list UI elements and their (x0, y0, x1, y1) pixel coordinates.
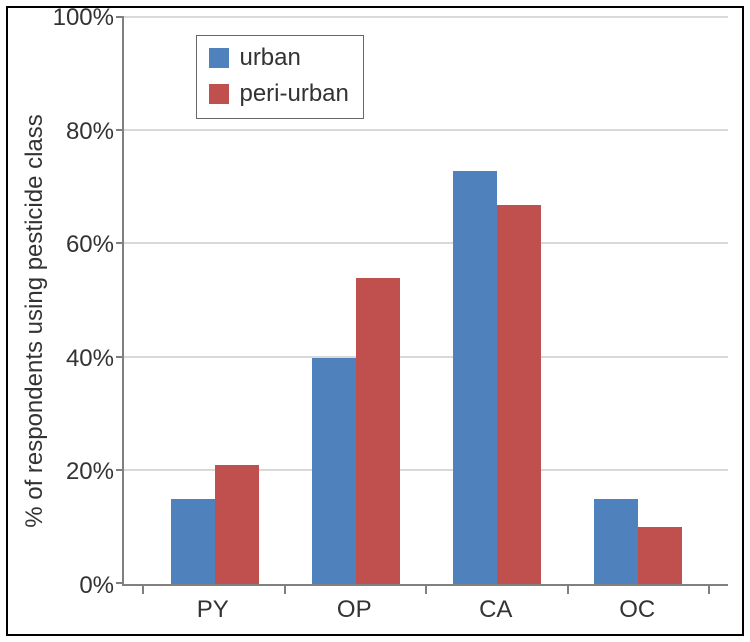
y-tick-label: 20% (66, 458, 114, 486)
bar-peri-urban (215, 465, 259, 584)
plot-area: urban peri-urban (122, 18, 728, 586)
chart-column: 0%20%40%60%80%100% urbanperi-urban PYOPC… (52, 18, 728, 624)
x-tick-mark (567, 586, 569, 594)
bar-urban (453, 171, 497, 584)
x-axis-tick-area: PYOPCAOC (122, 586, 728, 624)
x-tick-mark (425, 586, 427, 594)
y-tick-mark (116, 469, 124, 471)
x-tick-mark (284, 586, 286, 594)
chart-container: % of respondents using pesticide class 0… (0, 0, 750, 642)
bar-group (567, 18, 708, 584)
y-tick-label: 0% (79, 572, 114, 600)
legend-label: urban (239, 44, 300, 72)
x-axis-tick-marks (122, 586, 728, 594)
bar-peri-urban (638, 527, 682, 584)
bar-urban (312, 358, 356, 584)
y-tick-label: 80% (66, 118, 114, 146)
x-tick-label: OP (284, 596, 426, 624)
y-tick-label: 60% (66, 231, 114, 259)
legend: urban peri-urban (196, 35, 363, 119)
bar-group (426, 18, 567, 584)
legend-label: peri-urban (239, 80, 348, 108)
y-axis-ticks: 0%20%40%60%80%100% (52, 18, 122, 586)
y-tick-mark (116, 582, 124, 584)
legend-swatch (209, 84, 229, 104)
x-tick-mark (708, 586, 710, 594)
plot-row: 0%20%40%60%80%100% urbanperi-urban (52, 18, 728, 586)
x-tick-label: PY (142, 596, 284, 624)
y-axis-label-wrap: % of respondents using pesticide class (18, 18, 52, 624)
y-tick-label: 100% (53, 4, 114, 32)
bar-peri-urban (497, 205, 541, 584)
bar-urban (171, 499, 215, 584)
x-tick-mark (142, 586, 144, 594)
chart-frame: % of respondents using pesticide class 0… (6, 6, 744, 636)
x-axis-row: PYOPCAOC (52, 586, 728, 624)
y-tick-mark (116, 242, 124, 244)
legend-item: urban (209, 44, 348, 72)
legend-swatch (209, 48, 229, 68)
y-tick-label: 40% (66, 345, 114, 373)
y-axis-label: % of respondents using pesticide class (21, 114, 49, 528)
bar-peri-urban (356, 278, 400, 584)
y-tick-mark (116, 356, 124, 358)
x-tick-label: CA (425, 596, 567, 624)
legend-item: peri-urban (209, 80, 348, 108)
bar-urban (594, 499, 638, 584)
y-tick-mark (116, 129, 124, 131)
y-tick-mark (116, 16, 124, 18)
x-tick-label: OC (567, 596, 709, 624)
